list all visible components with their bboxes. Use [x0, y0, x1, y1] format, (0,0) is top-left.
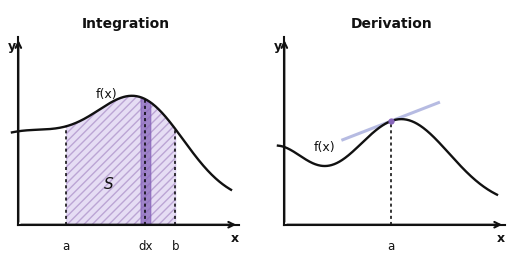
Text: dx: dx: [138, 240, 153, 253]
Title: Integration: Integration: [82, 17, 170, 31]
Text: a: a: [63, 240, 70, 253]
Text: b: b: [171, 240, 179, 253]
Text: x: x: [497, 232, 506, 245]
Text: a: a: [387, 240, 394, 253]
Title: Derivation: Derivation: [351, 17, 433, 31]
Text: x: x: [231, 232, 239, 245]
Text: f(x): f(x): [313, 141, 335, 155]
Text: f(x): f(x): [95, 88, 117, 101]
Text: S: S: [104, 177, 113, 192]
Text: y: y: [8, 40, 16, 53]
Text: y: y: [274, 40, 282, 53]
